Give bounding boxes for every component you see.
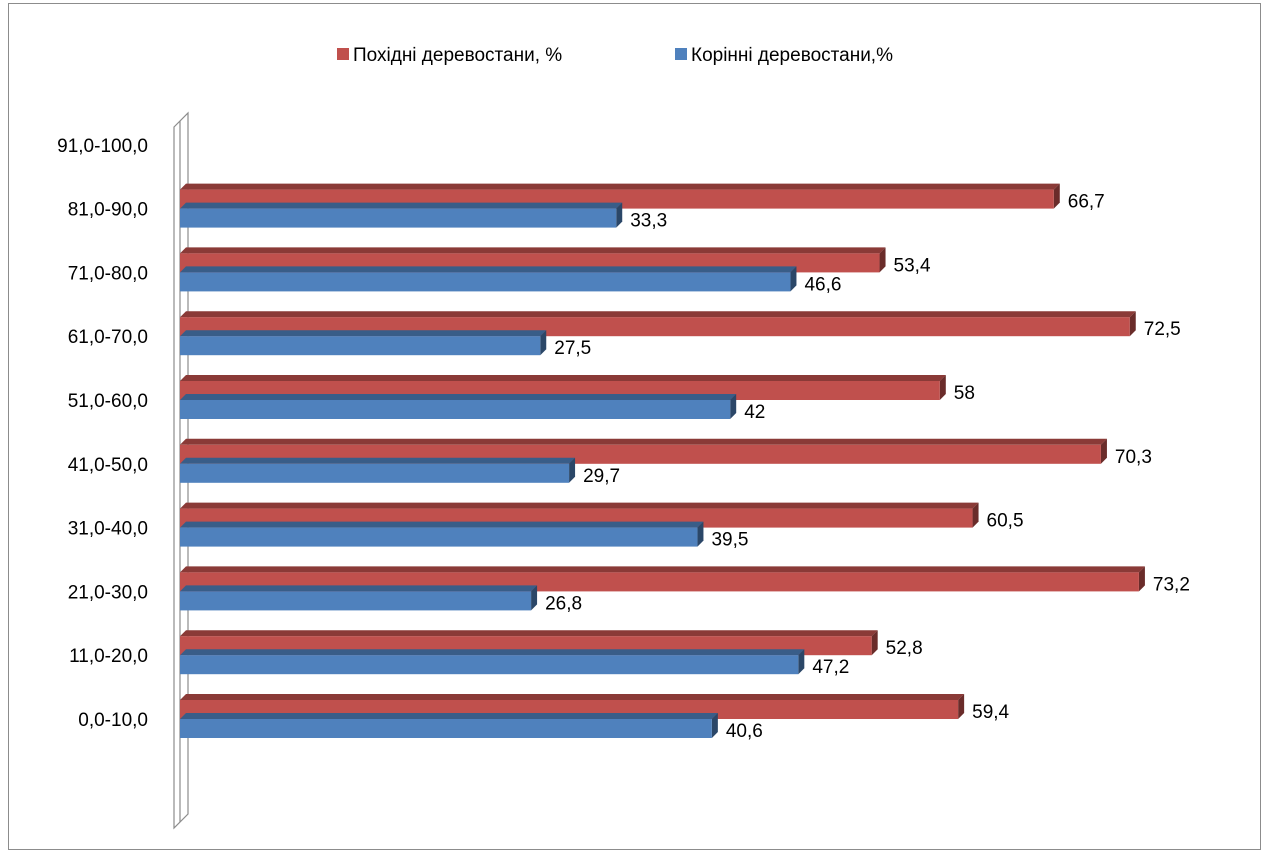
data-label: 66,7 (1068, 192, 1105, 213)
bar-top-face (180, 649, 805, 656)
bar (180, 585, 538, 611)
bar-front-face (180, 463, 570, 483)
bar (180, 330, 547, 356)
category-label: 41,0-50,0 (68, 455, 148, 476)
bar-front-face (180, 655, 799, 675)
bar-side-face (531, 585, 538, 611)
bar (180, 649, 805, 675)
bar-top-face (180, 713, 718, 719)
bar-top-face (180, 394, 737, 400)
bar-top-face (180, 502, 979, 509)
bar-side-face (939, 375, 946, 400)
data-label: 58 (954, 383, 975, 404)
bar-top-face (180, 457, 576, 464)
bars (180, 183, 1145, 738)
bar-top-face (180, 202, 623, 209)
bar-side-face (972, 502, 979, 528)
bar-side-face (798, 649, 805, 675)
bar-side-face (711, 713, 718, 738)
category-label: 21,0-30,0 (68, 582, 148, 603)
category-label: 31,0-40,0 (68, 519, 148, 540)
data-label: 70,3 (1115, 447, 1152, 468)
legend-swatch-korinni (675, 48, 687, 60)
data-label: 59,4 (972, 702, 1009, 723)
bar-front-face (180, 400, 731, 419)
category-axis-labels: 0,0-10,0 11,0-20,0 21,0-30,0 31,0-40,0 41,0-… (57, 136, 148, 731)
data-label: 29,7 (583, 466, 620, 487)
bar-side-face (958, 694, 965, 719)
data-label: 52,8 (886, 638, 923, 659)
category-label: 61,0-70,0 (68, 327, 148, 348)
bar-side-face (1100, 438, 1107, 464)
bar (180, 457, 576, 483)
data-label: 47,2 (812, 657, 849, 678)
data-label: 46,6 (804, 274, 841, 295)
data-label: 72,5 (1144, 319, 1181, 340)
bar (180, 713, 718, 738)
bar-front-face (180, 591, 532, 611)
legend-label-pokhidni: Похідні деревостани, % (353, 45, 562, 66)
bar-side-face (540, 330, 547, 356)
bar-side-face (616, 202, 623, 228)
data-label: 53,4 (894, 255, 931, 276)
category-label: 11,0-20,0 (69, 646, 148, 667)
bar (180, 521, 704, 547)
bar (180, 394, 737, 419)
bar-top-face (180, 694, 965, 700)
data-label: 27,5 (554, 338, 591, 359)
category-label: 51,0-60,0 (68, 391, 148, 412)
bar-side-face (790, 266, 797, 292)
bar-top-face (180, 311, 1136, 318)
legend-label-korinni: Корінні деревостани,% (691, 45, 893, 66)
data-label: 60,5 (987, 511, 1024, 532)
bar-top-face (180, 585, 538, 592)
bar-top-face (180, 183, 1060, 190)
bar-front-face (180, 527, 698, 547)
data-label: 73,2 (1153, 574, 1190, 595)
bar-front-face (180, 272, 791, 292)
bar-top-face (180, 330, 547, 337)
bar-side-face (697, 521, 704, 547)
bar-side-face (879, 247, 886, 273)
bar (180, 266, 797, 292)
legend: Похідні деревостани, % Корінні деревоста… (337, 45, 893, 66)
data-label: 42 (744, 402, 765, 423)
legend-swatch-pokhidni (337, 48, 349, 60)
bar (180, 202, 623, 228)
bar-top-face (180, 266, 797, 273)
bar-side-face (1129, 311, 1136, 337)
bar-top-face (180, 630, 878, 637)
bar-top-face (180, 566, 1145, 573)
bar-side-face (730, 394, 737, 419)
category-label: 71,0-80,0 (68, 263, 148, 284)
bar-side-face (1053, 183, 1060, 209)
data-label: 33,3 (630, 211, 667, 232)
category-label: 0,0-10,0 (78, 710, 148, 731)
category-label: 91,0-100,0 (57, 136, 148, 157)
data-labels: 59,4 40,6 52,8 47,2 73,2 26,8 60,5 39,5 70,3 29,7… (545, 192, 1190, 742)
bar-side-face (569, 457, 576, 483)
bar-top-face (180, 375, 946, 381)
bar-front-face (180, 208, 617, 228)
bar-side-face (871, 630, 878, 656)
bar-front-face (180, 719, 712, 738)
category-label: 81,0-90,0 (68, 200, 148, 221)
data-label: 26,8 (545, 593, 582, 614)
bar-front-face (180, 336, 541, 356)
data-label: 40,6 (726, 721, 763, 742)
bar-top-face (180, 438, 1107, 445)
bar-top-face (180, 521, 704, 528)
data-label: 39,5 (711, 530, 748, 551)
bar-side-face (1138, 566, 1145, 592)
bar-top-face (180, 247, 886, 254)
